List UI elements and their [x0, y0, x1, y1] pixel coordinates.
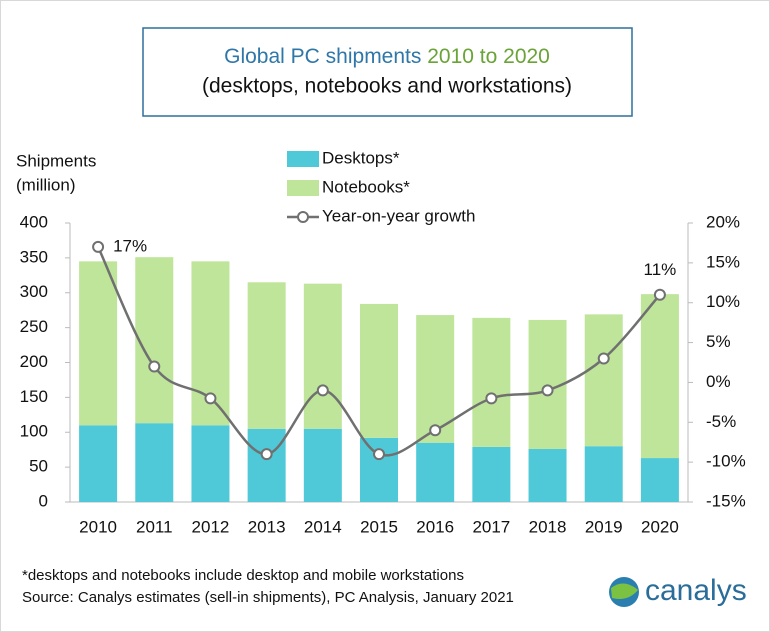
x-tick-label: 2018	[529, 517, 567, 536]
y-axis-title: (million)	[16, 175, 76, 194]
growth-marker	[92, 240, 105, 253]
y-tick-label: 50	[29, 457, 48, 476]
bar-segment	[360, 303, 398, 438]
bar-segment	[416, 442, 455, 502]
y2-tick-label: 0%	[706, 372, 731, 391]
y-tick-label: 300	[20, 282, 48, 301]
growth-marker	[429, 424, 442, 437]
bar-segment	[191, 425, 230, 502]
y2-tick-label: -15%	[706, 491, 746, 510]
bar-segment	[640, 458, 679, 502]
legend-label: Year-on-year growth	[322, 206, 475, 225]
bar-segment	[584, 314, 623, 447]
bar-segment	[360, 437, 398, 502]
bar-segment	[135, 257, 174, 424]
logo-icon	[611, 583, 638, 599]
bar-segment	[472, 446, 511, 502]
x-tick-label: 2015	[360, 517, 398, 536]
bar-segment	[247, 428, 286, 502]
y-tick-label: 100	[20, 422, 48, 441]
source: Source: Canalys estimates (sell-in shipm…	[22, 589, 514, 606]
x-tick-label: 2010	[79, 517, 117, 536]
bar-segment	[303, 428, 342, 502]
y2-tick-label: -10%	[706, 452, 746, 471]
bar-segment	[584, 446, 623, 502]
y-axis-title: Shipments	[16, 151, 96, 170]
y2-tick-label: 15%	[706, 252, 740, 271]
growth-marker	[541, 384, 554, 397]
x-tick-label: 2013	[248, 517, 286, 536]
growth-marker	[373, 448, 385, 461]
data-label: 17%	[113, 236, 147, 255]
y-tick-label: 200	[20, 352, 48, 371]
x-tick-label: 2014	[304, 517, 342, 536]
legend-marker	[297, 211, 309, 223]
bar-segment	[247, 282, 286, 429]
data-label: 11%	[644, 260, 677, 279]
legend-label: Notebooks*	[322, 177, 410, 196]
legend-swatch	[287, 151, 319, 167]
legend-label: Desktops*	[322, 148, 400, 167]
bar-segment	[640, 294, 679, 459]
growth-marker	[148, 360, 161, 373]
bar-segment	[416, 315, 455, 443]
chart-title: Global PC shipments 2010 to 2020	[224, 45, 550, 68]
title-part: 2010 to 2020	[427, 45, 550, 68]
x-tick-label: 2017	[472, 517, 510, 536]
title-box	[142, 27, 633, 117]
growth-marker	[653, 288, 666, 301]
y-tick-label: 150	[20, 387, 48, 406]
y-tick-label: 0	[39, 491, 48, 510]
growth-marker	[204, 392, 217, 405]
bar-segment	[79, 261, 118, 426]
bar-segment	[303, 283, 342, 429]
x-tick-label: 2012	[192, 517, 230, 536]
y-tick-label: 250	[20, 317, 48, 336]
legend-swatch	[287, 180, 319, 196]
growth-marker	[597, 352, 610, 365]
chart-subtitle: (desktops, notebooks and workstations)	[202, 75, 572, 98]
x-tick-label: 2011	[136, 517, 173, 536]
x-tick-label: 2020	[641, 517, 679, 536]
growth-marker	[316, 384, 329, 397]
y2-tick-label: 5%	[706, 332, 731, 351]
x-tick-label: 2016	[416, 517, 454, 536]
title-part: Global PC shipments	[224, 45, 421, 68]
x-tick-label: 2019	[585, 517, 623, 536]
y-tick-label: 350	[20, 247, 48, 266]
y-tick-label: 400	[20, 212, 48, 231]
bar-segment	[135, 423, 174, 502]
y2-tick-label: 10%	[706, 292, 740, 311]
logo: canalys	[645, 574, 747, 607]
bar-segment	[79, 425, 118, 502]
growth-line	[96, 246, 661, 457]
y2-tick-label: 20%	[706, 212, 740, 231]
y2-tick-label: -5%	[706, 412, 736, 431]
growth-marker	[260, 448, 273, 461]
footnote: *desktops and notebooks include desktop …	[22, 567, 464, 584]
growth-marker	[485, 392, 498, 405]
bar-segment	[472, 317, 511, 447]
bar-segment	[528, 448, 567, 502]
